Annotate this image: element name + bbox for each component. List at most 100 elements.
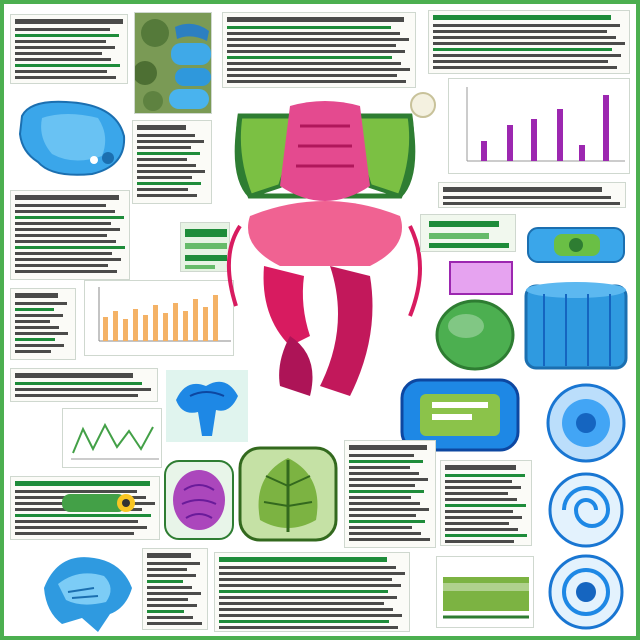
magenta-block <box>448 260 514 296</box>
text-column-left-d <box>10 288 76 360</box>
text-line <box>433 24 620 27</box>
text-lines <box>429 11 629 73</box>
text-line <box>15 344 64 347</box>
text-line <box>445 486 521 489</box>
text-line <box>445 540 514 543</box>
green-leaf-cross-section <box>238 446 338 542</box>
text-line <box>349 490 424 493</box>
text-line <box>147 574 196 577</box>
text-line <box>15 264 108 267</box>
text-column-right-b <box>440 460 532 546</box>
text-lines <box>11 289 75 359</box>
text-line <box>15 70 107 73</box>
text-line <box>15 204 106 207</box>
text-line <box>15 388 151 391</box>
text-line <box>15 216 124 219</box>
text-line <box>349 502 420 505</box>
green-bar-chart-bottom <box>436 556 534 628</box>
text-line <box>15 76 116 79</box>
blue-shell-specimen <box>12 96 128 178</box>
text-line <box>137 176 192 179</box>
text-line <box>445 504 526 507</box>
text-line <box>443 196 611 199</box>
text-line <box>15 234 107 237</box>
text-line <box>227 62 401 65</box>
text-line <box>445 498 517 501</box>
text-line <box>147 598 188 601</box>
text-line <box>147 580 183 583</box>
text-line <box>15 514 151 517</box>
text-line <box>15 526 147 529</box>
text-lines <box>345 441 435 547</box>
blue-claw-specimen <box>38 548 138 634</box>
text-line <box>15 246 125 249</box>
text-line <box>227 38 409 41</box>
text-lines <box>439 183 625 207</box>
blue-cylinder <box>522 276 630 374</box>
text-line <box>349 472 419 475</box>
wave-line-chart <box>62 408 162 468</box>
text-line <box>219 602 384 605</box>
purple-seed-specimen <box>164 460 234 540</box>
text-line <box>227 50 405 53</box>
text-line <box>433 48 612 51</box>
text-line <box>349 460 423 463</box>
blue-coral-specimen <box>166 370 248 442</box>
text-line <box>15 52 102 55</box>
text-line <box>219 614 402 617</box>
text-line <box>445 480 512 483</box>
text-line <box>15 314 63 317</box>
text-line <box>15 240 116 243</box>
text-line <box>15 532 134 535</box>
green-capsule <box>60 490 136 516</box>
text-line <box>443 187 602 192</box>
text-line <box>15 320 50 323</box>
text-line <box>445 465 516 470</box>
text-line <box>219 620 389 623</box>
text-line <box>15 222 111 225</box>
text-line <box>137 134 195 137</box>
text-line <box>433 42 625 45</box>
green-sphere <box>432 298 518 372</box>
text-line <box>15 308 54 311</box>
text-line <box>219 557 387 562</box>
text-line <box>15 40 106 43</box>
blue-spiral-specimen-a <box>540 380 632 466</box>
text-line <box>433 15 611 20</box>
text-line <box>219 590 388 593</box>
text-line <box>15 228 120 231</box>
text-line <box>15 258 121 261</box>
text-column-top-left <box>10 14 128 84</box>
text-line <box>227 32 400 35</box>
text-line <box>227 26 391 29</box>
text-lines <box>11 369 157 401</box>
text-line <box>349 445 427 450</box>
text-line <box>227 56 392 59</box>
bar-chart-orange <box>84 280 234 356</box>
central-pink-organism <box>220 96 430 416</box>
text-line <box>137 152 200 155</box>
text-line <box>219 584 401 587</box>
text-lines <box>11 15 127 83</box>
text-line <box>137 140 204 143</box>
leafy-blue-specimen-panel <box>134 12 212 114</box>
text-line <box>445 522 509 525</box>
text-line <box>15 58 111 61</box>
blue-spiral-specimen-c <box>540 552 632 632</box>
text-line <box>433 54 621 57</box>
text-line <box>147 562 200 565</box>
green-bar-panel <box>420 214 516 252</box>
text-line <box>15 28 110 31</box>
text-line <box>349 532 421 535</box>
text-lines <box>143 549 207 629</box>
text-line <box>15 338 55 341</box>
text-line <box>15 373 133 378</box>
text-column-top-center <box>222 12 416 88</box>
text-line <box>445 510 513 513</box>
text-column-top-right <box>428 10 630 74</box>
text-line <box>15 332 68 335</box>
text-line <box>443 202 620 205</box>
green-bar-panel-small <box>180 222 230 272</box>
text-line <box>227 17 404 22</box>
